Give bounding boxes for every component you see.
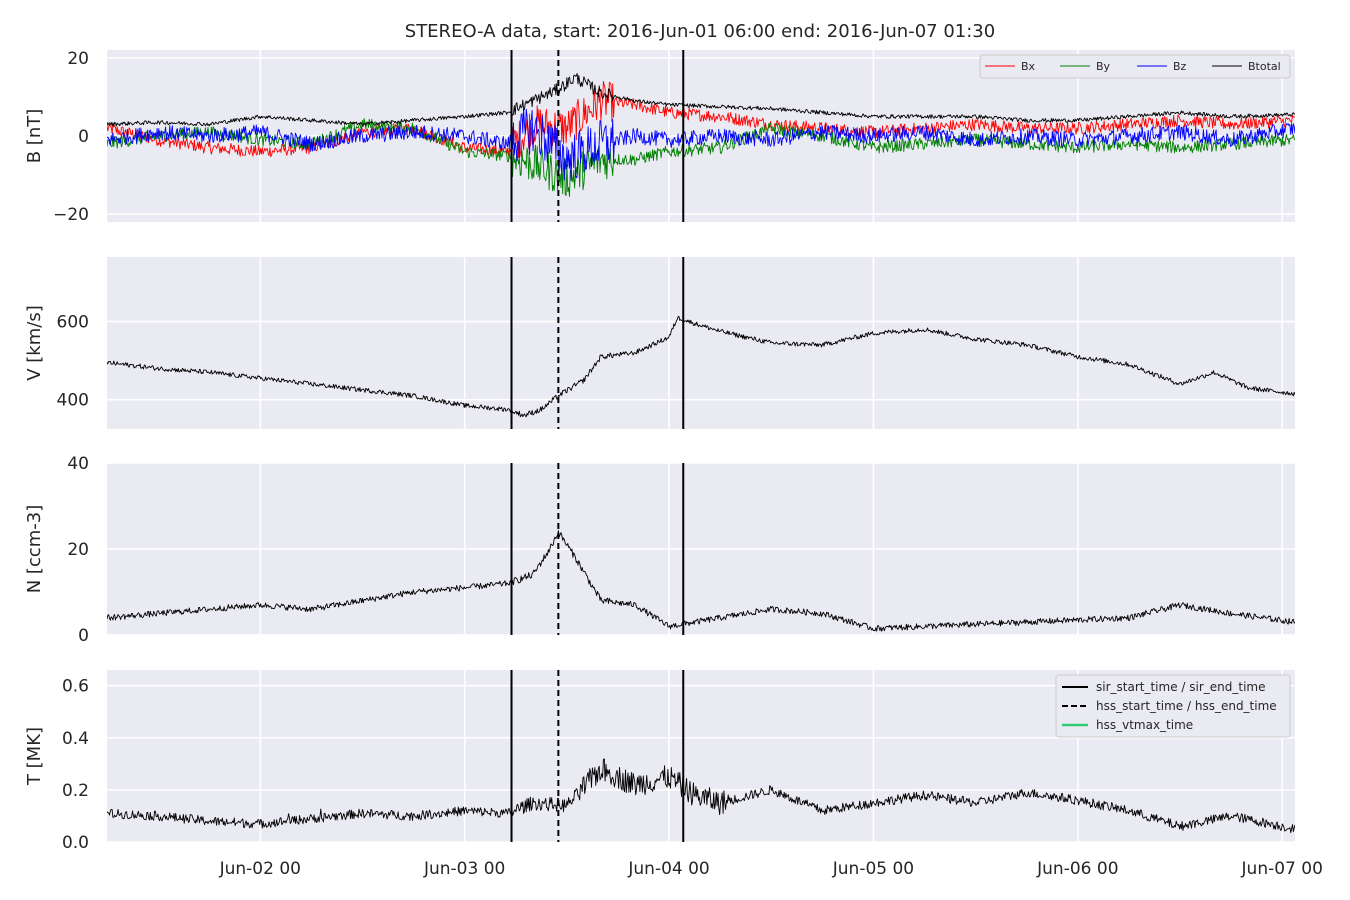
- y-axis-label-V: V [km/s]: [24, 305, 45, 380]
- x-tick-labels: Jun-02 00 Jun-03 00 Jun-04 00 Jun-05 00 Jun-…: [219, 859, 1323, 879]
- y-tick-label: 0.6: [62, 677, 89, 697]
- y-tick-label: 0: [78, 626, 89, 646]
- y-axis-label-B: B [nT]: [24, 109, 45, 164]
- x-tick-label: Jun-05 00: [832, 859, 914, 879]
- y-tick-label: 40: [67, 454, 89, 474]
- y-axis-label-T: T [MK]: [24, 727, 45, 786]
- legend-b: Bx By Bz Btotal: [979, 54, 1291, 79]
- x-tick-label: Jun-06 00: [1036, 859, 1118, 879]
- panels: −20 0 20 B [nT] Bx By Bz Btotal 400 600 V [km/s] 0 2…: [24, 49, 1295, 853]
- y-axis-label-N: N [ccm-3]: [24, 505, 45, 594]
- series-group-V: [107, 315, 1295, 418]
- series-line-Btotal: [107, 72, 1295, 127]
- legend-box: [979, 54, 1291, 79]
- event-legend-label: hss_vtmax_time: [1096, 718, 1193, 732]
- series-line-By: [107, 118, 1295, 197]
- y-tick-label: −20: [53, 205, 89, 225]
- plot-area-V: [107, 257, 1295, 429]
- event-legend-box: [1055, 674, 1291, 738]
- chart-title: STEREO-A data, start: 2016-Jun-01 06:00 …: [405, 21, 995, 42]
- legend-events: sir_start_time / sir_end_time hss_start_t…: [1055, 674, 1291, 738]
- x-tick-label: Jun-03 00: [423, 859, 505, 879]
- series-line-T: [107, 758, 1295, 834]
- series-group-T: [107, 758, 1295, 834]
- y-tick-label: 0.2: [62, 781, 89, 801]
- panel-T: 0.0 0.2 0.4 0.6 T [MK] sir_start_time / sir_e…: [24, 670, 1295, 853]
- panel-N: 0 20 40 N [ccm-3]: [24, 454, 1295, 646]
- x-tick-label: Jun-02 00: [219, 859, 301, 879]
- series-line-V: [107, 315, 1295, 418]
- y-tick-label: 20: [67, 49, 89, 69]
- series-group-N: [107, 530, 1295, 632]
- event-legend-label: hss_start_time / hss_end_time: [1096, 699, 1277, 713]
- y-tick-label: 20: [67, 540, 89, 560]
- x-tick-label: Jun-04 00: [627, 859, 709, 879]
- series-line-Bz: [107, 108, 1295, 182]
- legend-label-Bx: Bx: [1021, 60, 1036, 73]
- legend-label-By: By: [1096, 60, 1111, 73]
- y-tick-label: 600: [57, 313, 89, 333]
- legend-label-Bz: Bz: [1173, 60, 1187, 73]
- panel-B: −20 0 20 B [nT] Bx By Bz Btotal: [24, 49, 1295, 225]
- panel-V: 400 600 V [km/s]: [24, 257, 1295, 429]
- series-line-N: [107, 530, 1295, 632]
- y-tick-label: 0: [78, 127, 89, 147]
- y-tick-label: 400: [57, 391, 89, 411]
- legend-label-Btotal: Btotal: [1248, 60, 1281, 73]
- y-tick-label: 0.0: [62, 833, 89, 853]
- series-group-B: [107, 72, 1295, 197]
- x-tick-label: Jun-07 00: [1241, 859, 1323, 879]
- y-tick-label: 0.4: [62, 729, 89, 749]
- event-legend-label: sir_start_time / sir_end_time: [1096, 680, 1266, 694]
